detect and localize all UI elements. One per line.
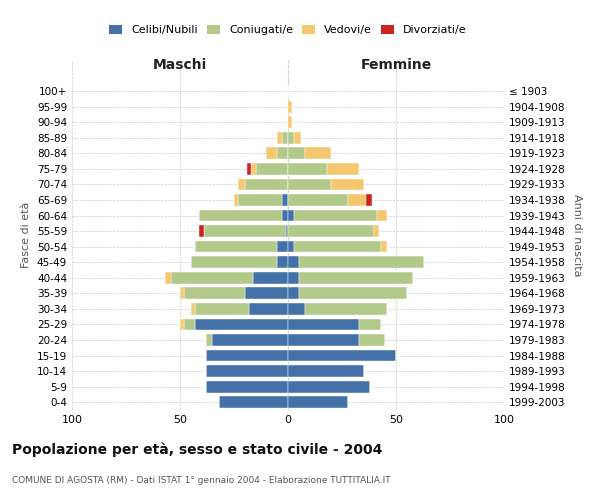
Bar — [374, 226, 379, 237]
Bar — [288, 256, 299, 268]
Bar — [212, 334, 288, 346]
Bar — [377, 210, 388, 222]
Bar — [191, 256, 277, 268]
Bar — [288, 396, 349, 408]
Bar — [281, 194, 288, 206]
Bar — [277, 148, 288, 159]
Bar — [305, 148, 331, 159]
Bar — [277, 256, 288, 268]
Bar — [295, 132, 301, 143]
Bar — [195, 241, 277, 252]
Text: COMUNE DI AGOSTA (RM) - Dati ISTAT 1° gennaio 2004 - Elaborazione TUTTITALIA.IT: COMUNE DI AGOSTA (RM) - Dati ISTAT 1° ge… — [12, 476, 391, 485]
Bar — [331, 178, 364, 190]
Bar — [245, 178, 288, 190]
Bar — [288, 334, 359, 346]
Bar — [286, 226, 288, 237]
Bar — [281, 210, 288, 222]
Text: Femmine: Femmine — [361, 58, 431, 71]
Bar — [206, 381, 288, 392]
Bar — [195, 318, 288, 330]
Bar — [172, 272, 253, 283]
Bar — [288, 148, 305, 159]
Bar — [184, 318, 195, 330]
Bar — [359, 318, 381, 330]
Bar — [249, 303, 288, 314]
Bar — [295, 241, 381, 252]
Bar — [381, 241, 388, 252]
Bar — [366, 194, 372, 206]
Bar — [288, 272, 299, 283]
Bar — [251, 163, 256, 174]
Bar — [238, 178, 245, 190]
Bar — [288, 116, 292, 128]
Bar — [191, 303, 195, 314]
Bar — [288, 303, 305, 314]
Bar — [288, 241, 295, 252]
Bar — [288, 350, 396, 362]
Bar — [277, 132, 281, 143]
Bar — [281, 132, 288, 143]
Bar — [247, 163, 251, 174]
Bar — [266, 148, 277, 159]
Bar — [199, 226, 204, 237]
Bar — [288, 132, 295, 143]
Bar — [206, 350, 288, 362]
Bar — [288, 163, 327, 174]
Bar — [327, 163, 359, 174]
Y-axis label: Fasce di età: Fasce di età — [22, 202, 31, 268]
Bar — [305, 303, 388, 314]
Bar — [295, 210, 377, 222]
Bar — [253, 272, 288, 283]
Bar — [288, 381, 370, 392]
Bar — [299, 256, 424, 268]
Bar — [288, 288, 299, 299]
Bar — [180, 288, 184, 299]
Bar — [165, 272, 172, 283]
Bar — [184, 288, 245, 299]
Bar — [206, 334, 212, 346]
Bar — [206, 366, 288, 377]
Text: Popolazione per età, sesso e stato civile - 2004: Popolazione per età, sesso e stato civil… — [12, 442, 382, 457]
Bar — [288, 178, 331, 190]
Text: Maschi: Maschi — [153, 58, 207, 71]
Bar — [359, 334, 385, 346]
Bar — [180, 318, 184, 330]
Legend: Celibi/Nubili, Coniugati/e, Vedovi/e, Divorziati/e: Celibi/Nubili, Coniugati/e, Vedovi/e, Di… — [105, 20, 471, 40]
Bar — [288, 210, 295, 222]
Bar — [349, 194, 366, 206]
Bar — [245, 288, 288, 299]
Bar — [277, 241, 288, 252]
Bar — [256, 163, 288, 174]
Bar — [204, 226, 286, 237]
Bar — [288, 226, 374, 237]
Bar — [238, 194, 281, 206]
Y-axis label: Anni di nascita: Anni di nascita — [572, 194, 582, 276]
Bar — [288, 318, 359, 330]
Bar — [288, 366, 364, 377]
Bar — [288, 101, 292, 112]
Bar — [288, 194, 349, 206]
Bar — [195, 303, 249, 314]
Bar — [299, 272, 413, 283]
Bar — [299, 288, 407, 299]
Bar — [234, 194, 238, 206]
Bar — [219, 396, 288, 408]
Bar — [199, 210, 281, 222]
